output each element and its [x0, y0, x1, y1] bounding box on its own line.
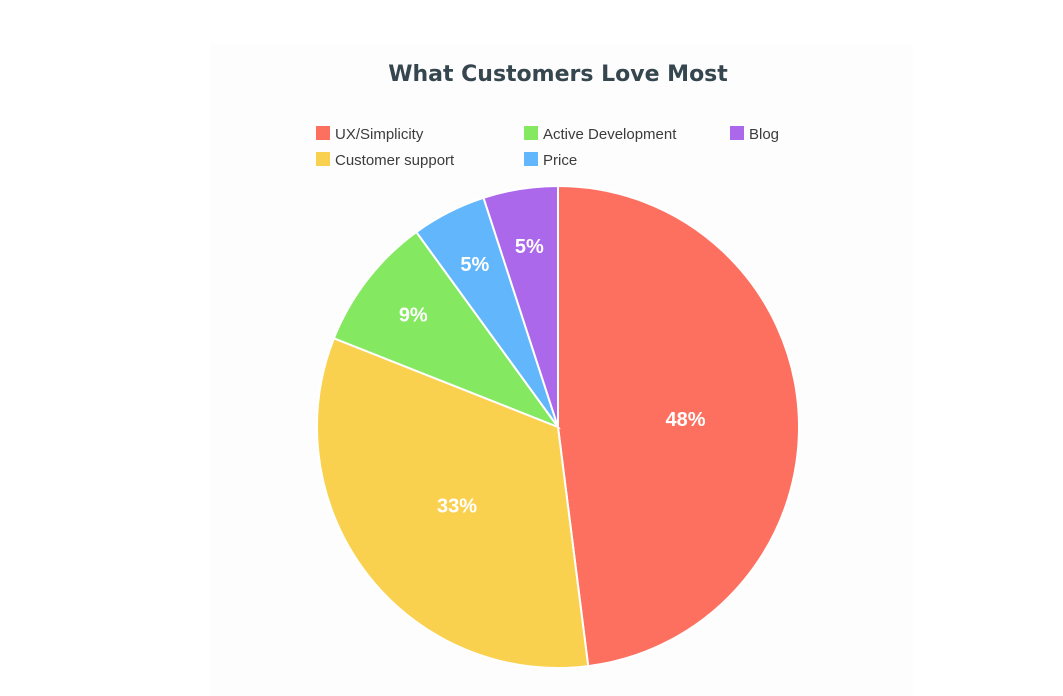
legend-item-active-development[interactable]: Active Development — [524, 126, 677, 143]
legend: UX/Simplicity Active Development Blog Custo… — [316, 126, 779, 169]
legend-swatch-active-development — [524, 126, 538, 140]
legend-item-customer-support[interactable]: Customer support — [316, 152, 455, 169]
legend-swatch-blog — [730, 126, 744, 140]
slice-label-ux-simplicity: 48% — [665, 409, 705, 431]
legend-label-active-development: Active Development — [543, 126, 677, 143]
legend-label-blog: Blog — [749, 126, 779, 143]
pie-slice-blog[interactable] — [482, 184, 559, 428]
pie-slice-active-development[interactable] — [332, 230, 561, 430]
slice-label-customer-support: 33% — [437, 495, 477, 517]
slice-label-active-development: 9% — [399, 305, 428, 327]
legend-swatch-customer-support — [316, 152, 330, 166]
slice-label-price: 5% — [460, 254, 489, 276]
slice-labels: 48% 33% 9% 5% 5% — [399, 236, 706, 517]
pie-slice-customer-support[interactable] — [316, 336, 590, 669]
legend-item-ux-simplicity[interactable]: UX/Simplicity — [316, 126, 424, 143]
pie-slice-ux-simplicity[interactable] — [557, 184, 800, 668]
legend-swatch-price — [524, 152, 538, 166]
slice-label-blog: 5% — [515, 236, 544, 258]
legend-swatch-ux-simplicity — [316, 126, 330, 140]
legend-label-customer-support: Customer support — [335, 152, 455, 169]
pie-slices — [316, 184, 800, 669]
legend-item-blog[interactable]: Blog — [730, 126, 779, 143]
legend-label-price: Price — [543, 152, 577, 169]
legend-label-ux-simplicity: UX/Simplicity — [335, 126, 424, 143]
chart-title: What Customers Love Most — [388, 62, 728, 87]
legend-item-price[interactable]: Price — [524, 152, 577, 169]
